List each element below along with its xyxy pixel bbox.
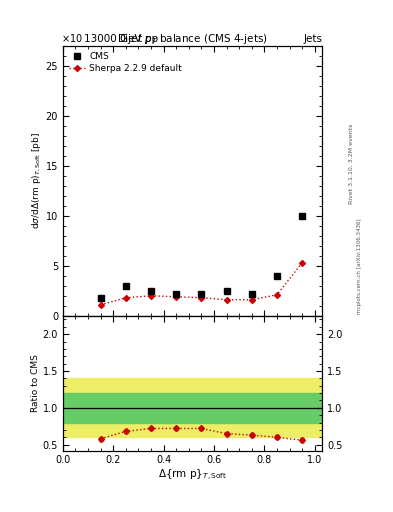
CMS — [300, 213, 305, 219]
CMS — [275, 273, 279, 279]
Y-axis label: Ratio to CMS: Ratio to CMS — [31, 354, 40, 412]
Text: $\times$10: $\times$10 — [61, 32, 83, 44]
Sherpa 2.2.9 default — [174, 294, 178, 300]
Sherpa 2.2.9 default — [250, 296, 254, 303]
Text: 13000 GeV pp: 13000 GeV pp — [84, 33, 159, 44]
Line: CMS: CMS — [97, 213, 305, 301]
CMS — [224, 288, 229, 294]
Title: Dijet $p_T$ balance (CMS 4-jets): Dijet $p_T$ balance (CMS 4-jets) — [117, 32, 268, 46]
CMS — [123, 283, 128, 289]
Text: Rivet 3.1.10, 3.2M events: Rivet 3.1.10, 3.2M events — [349, 124, 354, 204]
Bar — [63, 393, 322, 422]
Legend: CMS, Sherpa 2.2.9 default: CMS, Sherpa 2.2.9 default — [67, 51, 184, 75]
Sherpa 2.2.9 default — [123, 295, 128, 301]
Sherpa 2.2.9 default — [199, 295, 204, 301]
CMS — [174, 291, 178, 297]
Sherpa 2.2.9 default — [275, 292, 279, 298]
CMS — [250, 291, 254, 297]
Bar — [63, 378, 322, 437]
Text: Jets: Jets — [303, 33, 322, 44]
Text: mcplots.cern.ch [arXiv:1306.3436]: mcplots.cern.ch [arXiv:1306.3436] — [357, 219, 362, 314]
X-axis label: $\Delta\{$rm p$\}_{T,\mathrm{Soft}}$: $\Delta\{$rm p$\}_{T,\mathrm{Soft}}$ — [158, 468, 227, 483]
CMS — [98, 295, 103, 301]
Sherpa 2.2.9 default — [300, 260, 305, 266]
CMS — [199, 291, 204, 297]
Y-axis label: d$\sigma$/d$\Delta$(rm p)$_{T,\mathrm{Soft}}$ [pb]: d$\sigma$/d$\Delta$(rm p)$_{T,\mathrm{So… — [30, 133, 43, 229]
Sherpa 2.2.9 default — [224, 296, 229, 303]
Line: Sherpa 2.2.9 default: Sherpa 2.2.9 default — [99, 261, 304, 307]
Sherpa 2.2.9 default — [98, 302, 103, 308]
CMS — [149, 288, 153, 294]
Sherpa 2.2.9 default — [149, 293, 153, 299]
